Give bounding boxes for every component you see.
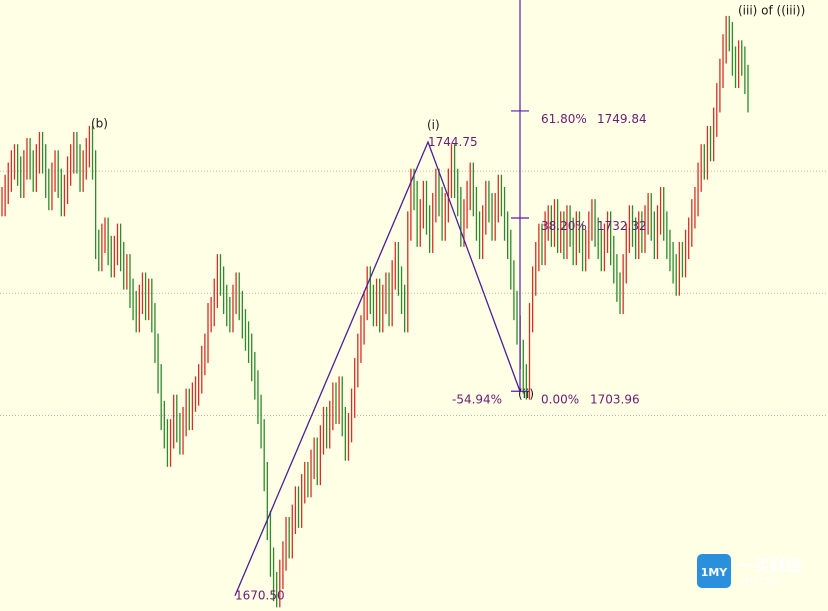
wave-label: (b) [91, 116, 108, 130]
fib-level-ratio: 38.20% [541, 219, 587, 233]
fib-level-price: 1749.84 [597, 112, 647, 126]
brand-logo [697, 554, 731, 588]
fib-retracement: 61.80% 1749.84 38.20% 1732.32 0.00% 1703.96 -5… [452, 0, 647, 406]
wave-label: (ii) [518, 387, 534, 401]
fib-extension-label: -54.94% [452, 392, 502, 406]
brand-url: 1MY.COM [739, 577, 780, 587]
price-label: 1744.75 [428, 135, 478, 149]
wave-path-line [234, 140, 521, 596]
candles-layer [1, 15, 749, 608]
wave-layer [234, 140, 521, 596]
brand-name: 一买财经 [738, 556, 802, 575]
fib-level-ratio: 0.00% [541, 392, 579, 406]
fib-level-price: 1732.32 [597, 219, 647, 233]
labels-layer: (b)(i)(ii)(c) of ((ii))(iii) of ((iii))1… [91, 3, 805, 611]
price-label: 1670.50 [235, 589, 285, 603]
wave-label: (iii) of ((iii)) [738, 3, 805, 17]
watermark: 1MY 一买财经 1MY.COM [697, 554, 802, 588]
brand-logo-text: 1MY [701, 566, 729, 579]
fib-level-ratio: 61.80% [541, 112, 587, 126]
wave-label: (i) [427, 118, 440, 132]
fib-level-price: 1703.96 [590, 392, 640, 406]
